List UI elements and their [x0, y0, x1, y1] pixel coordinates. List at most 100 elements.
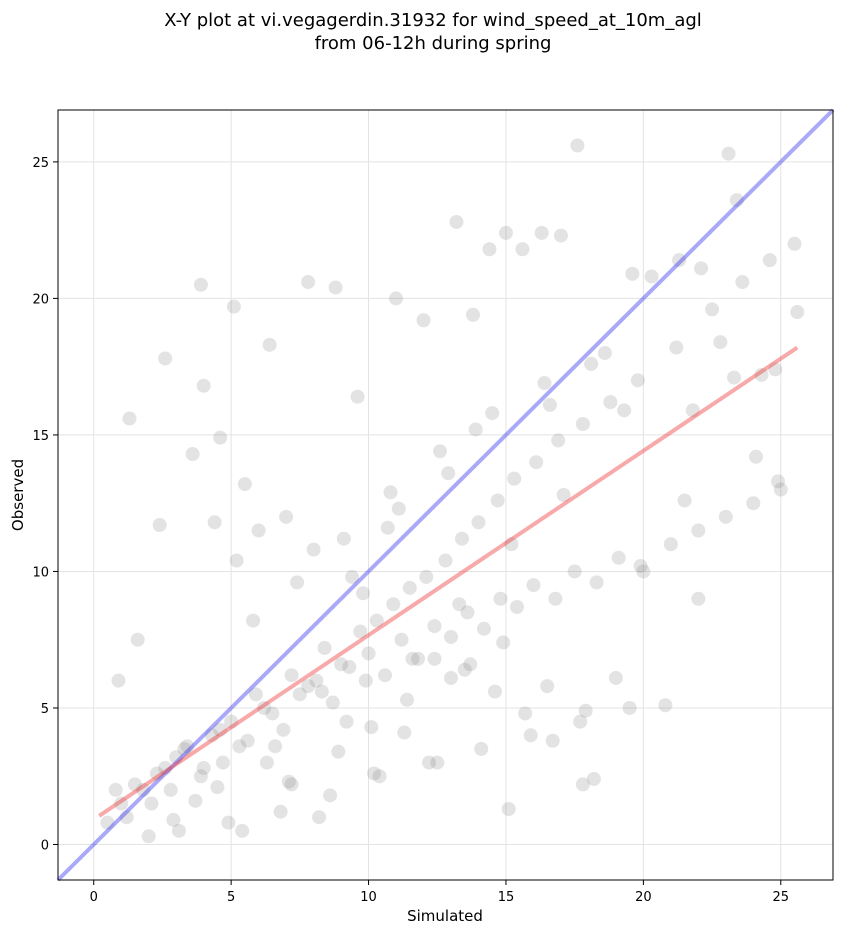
data-point: [130, 632, 145, 647]
data-point: [232, 739, 247, 754]
data-point: [163, 782, 178, 797]
data-point: [556, 488, 571, 502]
data-point: [677, 493, 692, 508]
data-point: [575, 777, 590, 792]
data-point: [334, 657, 349, 672]
data-point: [378, 668, 393, 683]
data-point: [213, 722, 228, 737]
data-point: [705, 302, 720, 317]
data-point: [185, 447, 200, 462]
data-point: [389, 291, 404, 306]
data-point: [691, 591, 706, 606]
data-point: [501, 802, 516, 817]
y-tick-label: 0: [41, 839, 49, 854]
data-point: [367, 766, 382, 781]
data-point: [158, 761, 173, 776]
data-point: [386, 597, 401, 612]
data-point: [226, 299, 241, 314]
data-point: [603, 395, 618, 410]
data-point: [441, 466, 456, 481]
data-point: [487, 684, 502, 699]
data-point: [177, 741, 192, 756]
x-tick-label: 0: [90, 890, 98, 905]
data-point: [169, 750, 184, 765]
data-point: [356, 586, 371, 601]
data-point: [584, 356, 599, 371]
data-point: [114, 796, 129, 811]
data-point: [685, 403, 700, 418]
data-point: [193, 769, 208, 784]
data-point: [625, 266, 640, 281]
identity-line: [56, 108, 835, 882]
y-tick-label: 20: [32, 292, 49, 307]
data-point: [433, 444, 448, 459]
data-point: [548, 591, 563, 606]
data-point: [405, 651, 420, 666]
data-point: [482, 242, 497, 257]
data-point: [171, 823, 186, 838]
data-point: [749, 449, 764, 464]
data-point: [551, 433, 566, 448]
data-point: [394, 632, 409, 647]
y-axis-label: Observed: [9, 459, 27, 531]
data-point: [694, 261, 709, 276]
data-point: [372, 769, 387, 784]
data-point: [498, 225, 513, 240]
x-tick-label: 15: [498, 890, 515, 905]
data-point: [465, 307, 480, 322]
data-point: [515, 242, 530, 257]
data-point: [617, 403, 632, 418]
fit-line: [98, 345, 799, 818]
data-point: [207, 515, 222, 530]
data-point: [713, 335, 728, 350]
data-point: [262, 337, 277, 352]
data-point: [152, 518, 167, 533]
data-point: [586, 771, 601, 786]
data-point: [196, 378, 211, 393]
data-point: [787, 236, 802, 251]
data-point: [575, 417, 590, 432]
data-point: [306, 542, 321, 557]
data-point: [325, 695, 340, 710]
data-point: [553, 228, 568, 243]
data-point: [314, 684, 329, 699]
data-point: [193, 277, 208, 292]
data-point: [317, 640, 332, 655]
data-point: [636, 564, 651, 579]
y-tick-label: 5: [41, 702, 49, 717]
data-point: [773, 482, 788, 497]
data-point: [449, 214, 464, 229]
data-point: [644, 269, 659, 284]
data-point: [248, 687, 263, 702]
data-point: [273, 804, 288, 819]
chart-title-line-2: from 06-12h during spring: [315, 33, 552, 54]
y-tick-label: 25: [32, 156, 49, 171]
data-point: [284, 668, 299, 683]
data-point: [545, 733, 560, 748]
data-point: [589, 575, 604, 590]
data-point: [400, 692, 415, 707]
data-point: [430, 755, 445, 770]
data-point: [259, 755, 274, 770]
data-point: [735, 275, 750, 290]
data-point: [196, 761, 211, 776]
y-axis-ticks: 0 5 10 15 20 25: [32, 156, 58, 854]
data-point: [672, 253, 687, 268]
data-point: [630, 373, 645, 388]
data-point: [328, 280, 343, 295]
data-point: [411, 651, 426, 666]
data-point: [383, 485, 398, 500]
data-point: [496, 635, 511, 650]
data-point: [149, 766, 164, 781]
data-point: [454, 531, 469, 546]
x-axis-ticks: 0 5 10 15 20 25: [90, 880, 789, 905]
data-point: [336, 531, 351, 546]
data-point: [213, 430, 228, 445]
data-point: [537, 376, 552, 391]
data-point: [268, 739, 283, 754]
x-axis-label: Simulated: [407, 907, 483, 925]
data-point: [158, 351, 173, 366]
data-point: [235, 823, 250, 838]
data-point: [746, 496, 761, 511]
